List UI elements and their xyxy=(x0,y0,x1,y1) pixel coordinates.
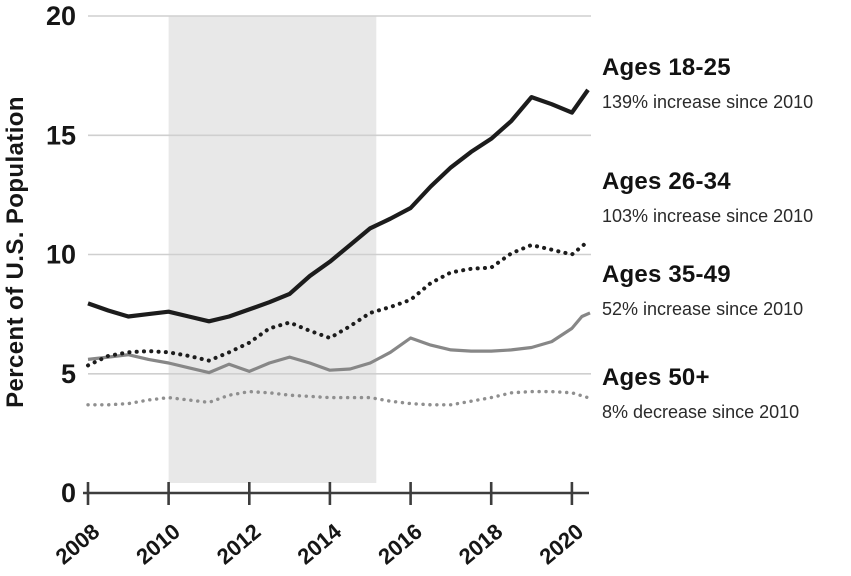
series-line-ages-35-49 xyxy=(87,311,591,375)
legend-ages-26-34: Ages 26-34 103% increase since 2010 xyxy=(602,168,813,227)
legend-ages-35-49: Ages 35-49 52% increase since 2010 xyxy=(602,261,803,320)
y-tick-label: 15 xyxy=(46,120,76,150)
x-tick-label: 2008 xyxy=(51,519,105,570)
y-tick-label: 0 xyxy=(61,478,76,508)
legend-subtitle: 8% decrease since 2010 xyxy=(602,402,800,422)
legend-ages-50-plus: Ages 50+ 8% decrease since 2010 xyxy=(602,364,799,423)
legend-title: Ages 35-49 xyxy=(602,261,731,288)
legend-subtitle: 139% increase since 2010 xyxy=(602,92,814,112)
x-tick-label: 2020 xyxy=(535,519,589,570)
legend-title: Ages 18-25 xyxy=(602,54,731,81)
legend-title: Ages 26-34 xyxy=(602,168,731,195)
series-line-ages-26-34 xyxy=(86,239,590,368)
y-axis-title: Percent of U.S. Population xyxy=(2,96,29,408)
legend: Ages 18-25 139% increase since 2010 Ages… xyxy=(602,0,851,576)
x-tick-label: 2010 xyxy=(131,519,185,570)
legend-title: Ages 50+ xyxy=(602,364,710,391)
series-line-ages-18-25 xyxy=(87,88,590,324)
y-tick-label: 10 xyxy=(46,240,76,270)
y-tick-label: 20 xyxy=(46,1,76,31)
x-tick-label: 2014 xyxy=(293,518,347,569)
legend-subtitle: 103% increase since 2010 xyxy=(602,206,814,226)
x-tick-label: 2012 xyxy=(212,519,266,570)
x-tick-label: 2018 xyxy=(454,519,508,570)
y-tick-label: 5 xyxy=(61,359,76,389)
x-tick-label: 2016 xyxy=(373,519,427,570)
legend-subtitle: 52% increase since 2010 xyxy=(602,299,804,319)
legend-ages-18-25: Ages 18-25 139% increase since 2010 xyxy=(602,54,813,113)
series-line-ages-50-plus xyxy=(86,389,590,407)
